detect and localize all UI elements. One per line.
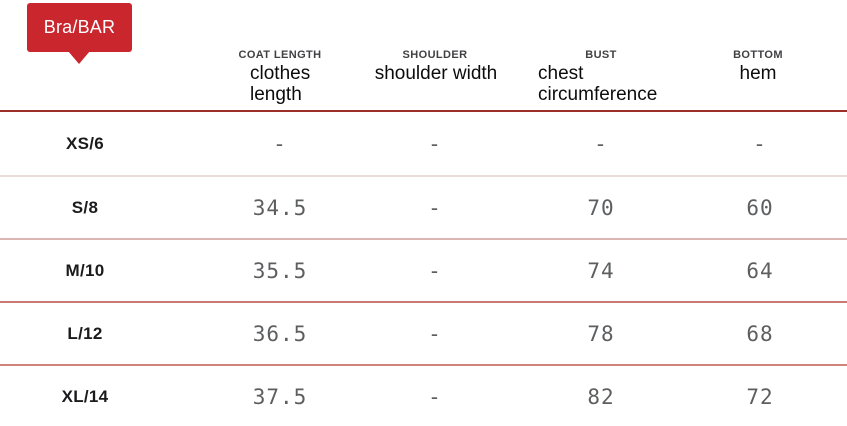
value-cell: -: [273, 131, 287, 156]
value-cell: 72: [746, 384, 774, 409]
column-name-clothes-length: clothes length: [250, 63, 311, 105]
column-name-hem: hem: [739, 63, 777, 84]
table-row-m: M/10 35.5 - 74 64: [0, 238, 847, 301]
size-label: XL/14: [61, 386, 109, 406]
column-code-shoulder: SHOULDER: [402, 49, 468, 61]
value-cell: 70: [587, 195, 615, 220]
value-cell: 78: [587, 321, 615, 346]
category-badge: Bra/BAR: [27, 3, 132, 52]
size-label: M/10: [65, 260, 105, 280]
value-cell: 34.5: [252, 195, 308, 220]
value-cell: 82: [587, 384, 615, 409]
badge-pointer-icon: [68, 51, 90, 64]
value-cell: -: [428, 384, 442, 409]
value-cell: 36.5: [252, 321, 308, 346]
size-label: S/8: [71, 197, 99, 217]
column-name-shoulder-width: shoulder width: [374, 63, 498, 84]
value-cell: 60: [746, 195, 774, 220]
value-cell: 74: [587, 258, 615, 283]
table-row-xs: XS/6 - - - -: [0, 112, 847, 175]
table-row-xl: XL/14 37.5 - 82 72: [0, 364, 847, 426]
column-code-coat-length: COAT LENGTH: [238, 49, 322, 61]
column-code-bust: BUST: [585, 49, 617, 61]
column-name-chest-circumference: chest circumference: [538, 63, 658, 105]
value-cell: 35.5: [252, 258, 308, 283]
size-label: XS/6: [65, 133, 105, 153]
value-cell: 37.5: [252, 384, 308, 409]
value-cell: -: [428, 195, 442, 220]
size-chart-header: Bra/BAR COAT LENGTH SHOULDER BUST BOTTOM…: [0, 0, 847, 112]
value-cell: -: [428, 258, 442, 283]
category-badge-label: Bra/BAR: [43, 17, 116, 37]
size-label: L/12: [67, 323, 103, 343]
value-cell: -: [753, 131, 767, 156]
value-cell: -: [428, 131, 442, 156]
value-cell: -: [428, 321, 442, 346]
table-row-l: L/12 36.5 - 78 68: [0, 301, 847, 364]
value-cell: -: [594, 131, 608, 156]
value-cell: 64: [746, 258, 774, 283]
column-code-bottom: BOTTOM: [733, 49, 783, 61]
value-cell: 68: [746, 321, 774, 346]
table-row-s: S/8 34.5 - 70 60: [0, 175, 847, 238]
